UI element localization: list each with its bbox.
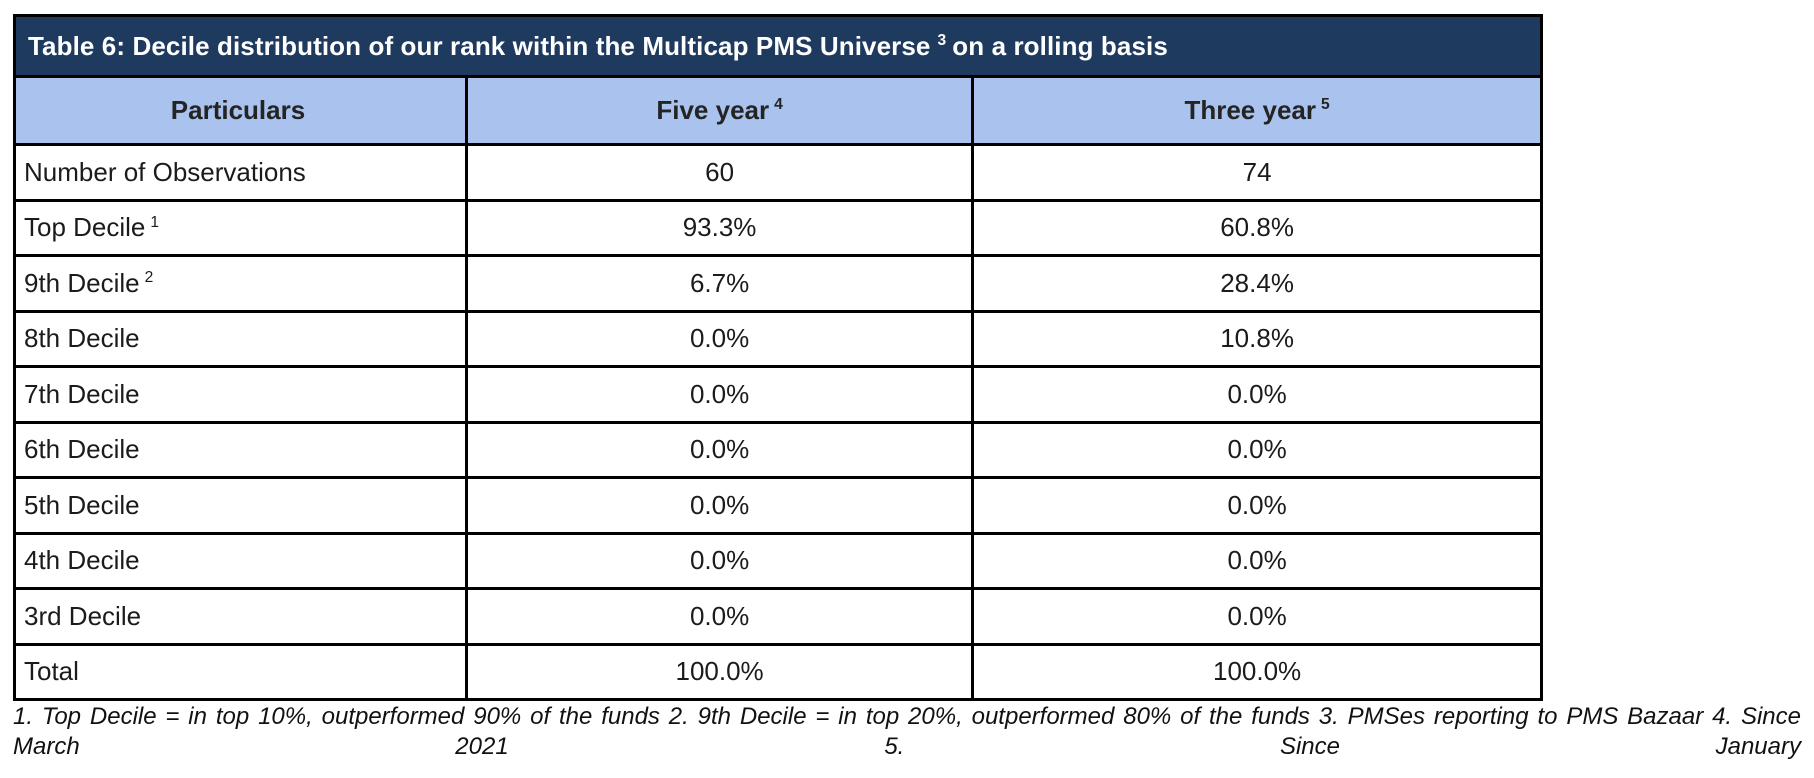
row-label-text: 9th Decile [24, 267, 140, 298]
three-year-value: 10.8% [971, 309, 1543, 368]
three-year-value: 0.0% [971, 531, 1543, 590]
row-label-superscript: 2 [144, 269, 154, 287]
five-year-value: 0.0% [464, 531, 975, 590]
three-year-value: 0.0% [971, 587, 1543, 646]
row-label: Number of Observations [13, 143, 468, 202]
table-title-main: Table 6: Decile distribution of our rank… [28, 30, 931, 61]
table-row-3rd-decile: 3rd Decile 0.0% 0.0% [13, 587, 1543, 646]
column-header-five-year: Five year 4 [464, 75, 975, 146]
row-label-text: 5th Decile [24, 489, 140, 520]
row-label-text: 8th Decile [24, 323, 140, 354]
decile-table-container: Table 6: Decile distribution of our rank… [13, 14, 1543, 701]
five-year-value: 6.7% [464, 254, 975, 313]
row-label: Total [13, 642, 468, 701]
table-row-total: Total 100.0% 100.0% [13, 642, 1543, 701]
table-body: Number of Observations 60 74 Top Decile 1… [13, 143, 1543, 701]
five-year-value: 93.3% [464, 198, 975, 257]
row-label: 6th Decile [13, 420, 468, 479]
three-year-value: 0.0% [971, 476, 1543, 535]
row-label: 8th Decile [13, 309, 468, 368]
five-year-value: 100.0% [464, 642, 975, 701]
column-header-three-year-superscript: 5 [1321, 96, 1330, 114]
three-year-value: 0.0% [971, 365, 1543, 424]
table-row-top-decile: Top Decile 1 93.3% 60.8% [13, 198, 1543, 257]
table-title-bar: Table 6: Decile distribution of our rank… [13, 14, 1543, 75]
row-label-text: Top Decile [24, 212, 146, 243]
five-year-value: 60 [464, 143, 975, 202]
row-label-text: Total [24, 656, 79, 687]
three-year-value: 100.0% [971, 642, 1543, 701]
column-header-five-year-superscript: 4 [774, 96, 783, 114]
table-row-9th-decile: 9th Decile 2 6.7% 28.4% [13, 254, 1543, 313]
row-label-text: 6th Decile [24, 434, 140, 465]
five-year-value: 0.0% [464, 420, 975, 479]
column-header-five-year-label: Five year [656, 95, 770, 125]
five-year-value: 0.0% [464, 365, 975, 424]
row-label: 3rd Decile [13, 587, 468, 646]
table-title-suffix: on a rolling basis [952, 30, 1168, 61]
five-year-value: 0.0% [464, 309, 975, 368]
row-label-text: 4th Decile [24, 545, 140, 576]
footnote-line-1: 1. Top Decile = in top 10%, outperformed… [13, 703, 1801, 760]
row-label: Top Decile 1 [13, 198, 468, 257]
table-row-8th-decile: 8th Decile 0.0% 10.8% [13, 309, 1543, 368]
table-footnotes: 1. Top Decile = in top 10%, outperformed… [13, 702, 1801, 778]
table-title-superscript: 3 [937, 31, 947, 49]
three-year-value: 74 [971, 143, 1543, 202]
table-header: Particulars Five year 4 Three year 5 [13, 75, 1543, 146]
column-header-particulars-label: Particulars [170, 95, 306, 125]
table-title-text: Table 6: Decile distribution of our rank… [28, 31, 1168, 62]
table-header-row: Particulars Five year 4 Three year 5 [13, 75, 1543, 146]
decile-table: Particulars Five year 4 Three year 5 Numbe… [13, 75, 1543, 701]
column-header-particulars: Particulars [13, 75, 468, 146]
row-label: 9th Decile 2 [13, 254, 468, 313]
column-header-three-year: Three year 5 [971, 75, 1543, 146]
three-year-value: 28.4% [971, 254, 1543, 313]
table-row-4th-decile: 4th Decile 0.0% 0.0% [13, 531, 1543, 590]
row-label-text: 7th Decile [24, 378, 140, 409]
row-label: 7th Decile [13, 365, 468, 424]
row-label-superscript: 1 [150, 213, 160, 231]
table-row-7th-decile: 7th Decile 0.0% 0.0% [13, 365, 1543, 424]
five-year-value: 0.0% [464, 476, 975, 535]
three-year-value: 0.0% [971, 420, 1543, 479]
row-label: 5th Decile [13, 476, 468, 535]
table-row-6th-decile: 6th Decile 0.0% 0.0% [13, 420, 1543, 479]
five-year-value: 0.0% [464, 587, 975, 646]
column-header-three-year-label: Three year [1184, 95, 1316, 125]
row-label: 4th Decile [13, 531, 468, 590]
row-label-text: 3rd Decile [24, 600, 142, 631]
table-row-number-of-observations: Number of Observations 60 74 [13, 143, 1543, 202]
table-row-5th-decile: 5th Decile 0.0% 0.0% [13, 476, 1543, 535]
three-year-value: 60.8% [971, 198, 1543, 257]
row-label-text: Number of Observations [24, 156, 306, 187]
